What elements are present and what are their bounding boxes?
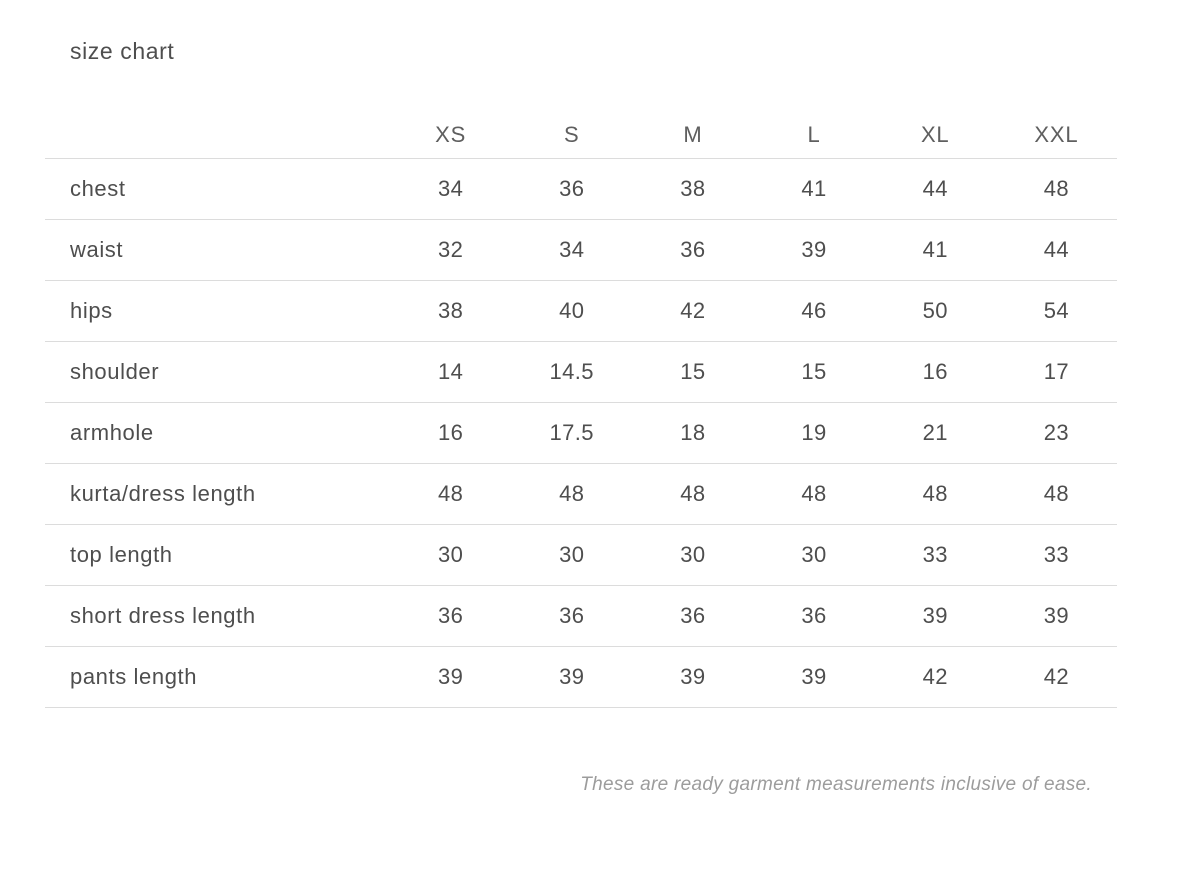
size-value-cell: 40 [559,298,585,323]
size-value-cell: 34 [437,176,464,201]
size-value-cell: 39 [680,664,706,689]
size-value-cell: 30 [801,542,827,567]
measurement-label: chest [70,176,126,201]
size-value-cell: 36 [559,176,585,201]
size-value-cell: 30 [680,542,706,567]
empty-corner-cell [45,112,390,159]
size-column-header-xs: XS [435,122,467,147]
size-value-cell: 36 [680,603,706,628]
size-column-header-xxl: XXL [1034,122,1079,147]
size-value-cell: 18 [680,420,706,445]
size-value-cell: 54 [1043,298,1070,323]
size-value-cell: 32 [437,237,464,262]
size-value-cell: 17.5 [549,420,594,445]
size-value-cell: 34 [559,237,585,262]
table-row-waist: waist 32 34 36 39 41 44 [45,219,1117,281]
measurement-label: armhole [70,420,154,445]
size-column-header-s: S [563,122,580,147]
measurement-label: hips [70,298,113,323]
page-title: size chart [70,38,175,64]
table-row-top-length: top length 30 30 30 30 33 33 [45,524,1117,586]
measurement-label: kurta/dress length [70,481,256,506]
size-value-cell: 48 [1043,481,1070,506]
size-value-cell: 44 [1043,237,1070,262]
size-value-cell: 17 [1043,359,1070,384]
size-chart-body: chest 34 36 38 41 44 48 waist 32 34 36 3… [45,158,1117,708]
size-value-cell: 39 [922,603,948,628]
measurement-label: top length [70,542,173,567]
size-value-cell: 48 [1043,176,1070,201]
measurement-label: waist [70,237,124,262]
measurement-label: short dress length [70,603,256,628]
size-value-cell: 46 [801,298,827,323]
size-value-cell: 15 [801,359,827,384]
size-value-cell: 38 [680,176,706,201]
size-value-cell: 15 [680,359,706,384]
size-value-cell: 41 [801,176,827,201]
table-row-shoulder: shoulder 14 14.5 15 15 16 17 [45,341,1117,403]
size-value-cell: 39 [801,237,827,262]
size-value-cell: 23 [1043,420,1070,445]
size-value-cell: 44 [922,176,948,201]
table-row-short-dress-length: short dress length 36 36 36 36 39 39 [45,585,1117,647]
size-value-cell: 48 [559,481,585,506]
size-value-cell: 21 [922,420,948,445]
size-value-cell: 48 [437,481,464,506]
size-value-cell: 14.5 [549,359,594,384]
size-column-header-m: M [683,122,703,147]
size-value-cell: 48 [680,481,706,506]
size-value-cell: 39 [437,664,464,689]
size-value-cell: 42 [680,298,706,323]
size-value-cell: 36 [559,603,585,628]
size-value-cell: 41 [922,237,948,262]
size-value-cell: 14 [437,359,464,384]
size-value-cell: 42 [1043,664,1070,689]
table-row-hips: hips 38 40 42 46 50 54 [45,280,1117,342]
size-value-cell: 42 [922,664,948,689]
size-value-cell: 39 [559,664,585,689]
table-row-armhole: armhole 16 17.5 18 19 21 23 [45,402,1117,464]
measurement-label: pants length [70,664,198,689]
header-row: XS S M L XL XXL [45,112,1117,159]
size-value-cell: 39 [801,664,827,689]
size-value-cell: 50 [922,298,948,323]
size-value-cell: 36 [680,237,706,262]
size-value-cell: 33 [1043,542,1070,567]
size-column-header-xl: XL [920,122,950,147]
table-row-pants-length: pants length 39 39 39 39 42 42 [45,646,1117,708]
size-value-cell: 30 [437,542,464,567]
size-chart-table: XS S M L XL XXL chest 34 36 38 41 44 48 … [45,112,1117,708]
size-value-cell: 36 [801,603,827,628]
size-value-cell: 39 [1043,603,1070,628]
size-value-cell: 16 [922,359,948,384]
size-value-cell: 16 [437,420,464,445]
table-row-chest: chest 34 36 38 41 44 48 [45,158,1117,220]
size-value-cell: 48 [801,481,827,506]
table-row-kurta-dress-length: kurta/dress length 48 48 48 48 48 48 [45,463,1117,525]
measurements-note: These are ready garment measurements inc… [580,774,1092,795]
size-value-cell: 19 [801,420,827,445]
size-chart-header: XS S M L XL XXL [45,112,1117,159]
size-column-header-l: L [807,122,821,147]
size-value-cell: 36 [437,603,464,628]
measurement-label: shoulder [70,359,160,384]
size-value-cell: 33 [922,542,948,567]
size-value-cell: 48 [922,481,948,506]
size-value-cell: 38 [437,298,464,323]
size-value-cell: 30 [559,542,585,567]
